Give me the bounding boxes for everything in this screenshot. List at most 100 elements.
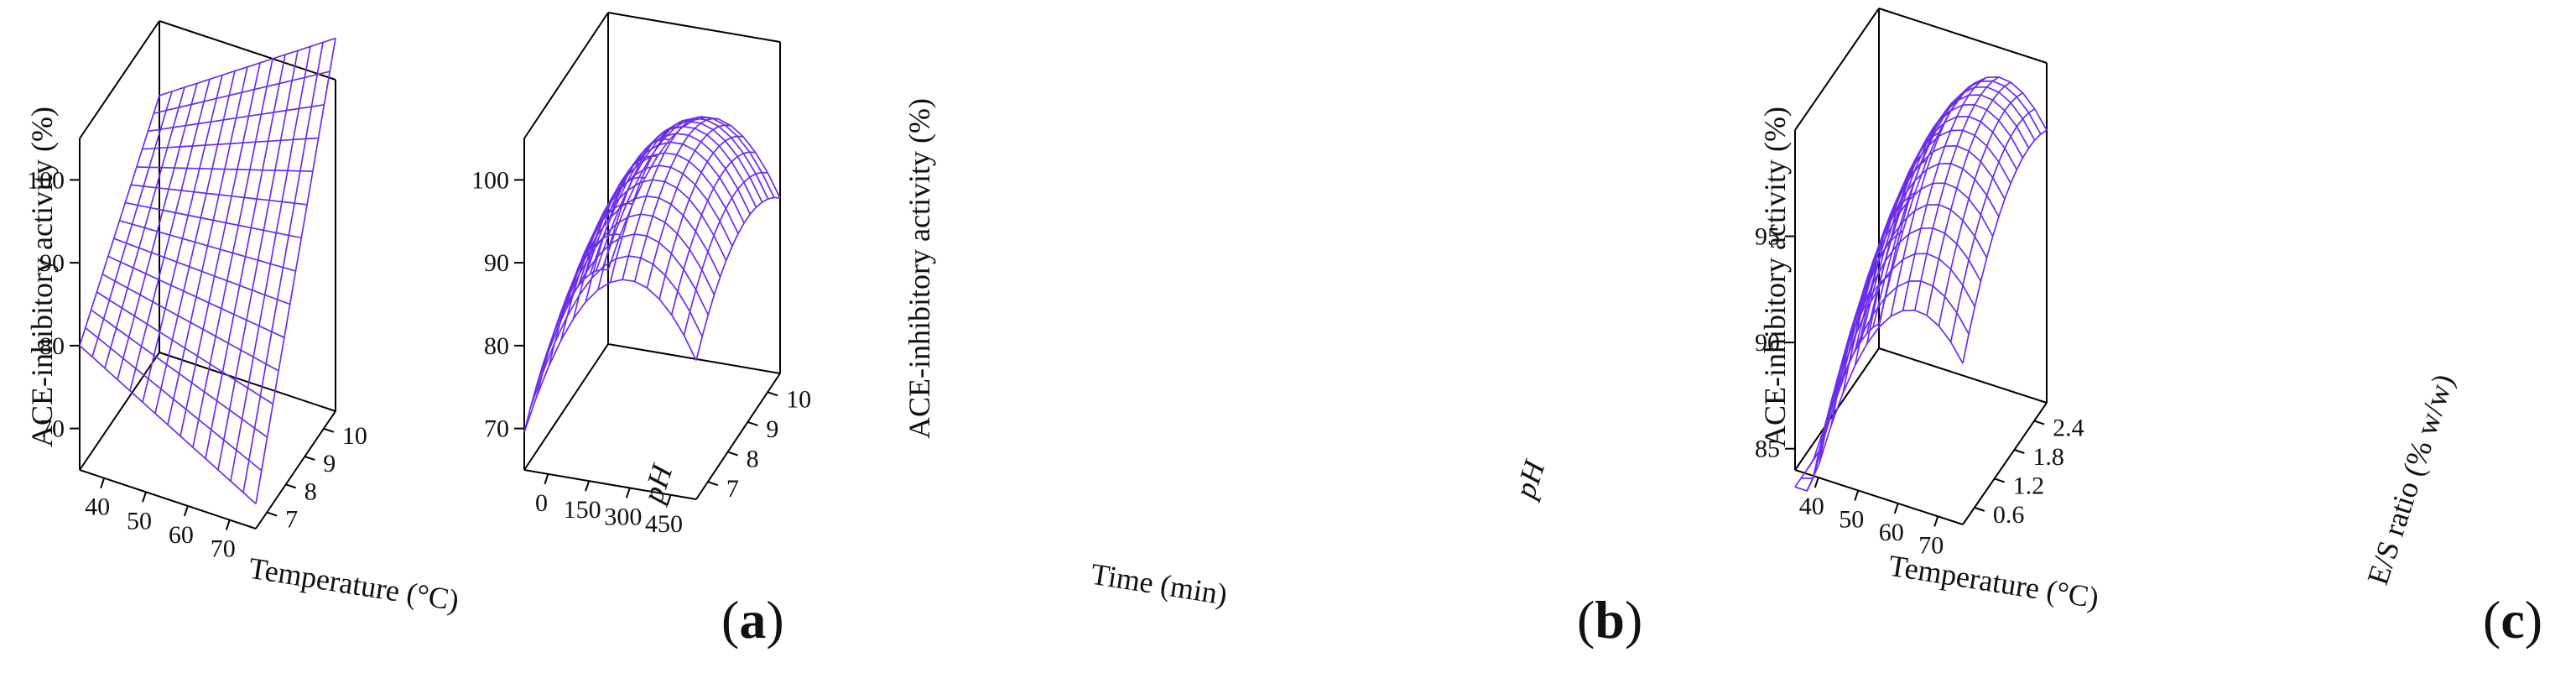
x-tick-mark <box>142 492 147 503</box>
mesh-line-u <box>670 151 756 316</box>
mesh-line-v <box>595 117 769 272</box>
mesh-line-u <box>646 124 731 289</box>
mesh-line-v <box>559 164 733 319</box>
tick-labels: 0 150 300 450 789 10 70 80 90 100 <box>471 166 811 537</box>
x-tick-mark <box>1933 516 1939 527</box>
mesh-line-v <box>565 152 739 306</box>
y-tick-label: 10 <box>786 385 811 413</box>
z-axis-title: ACE-inhibitory activity (%) <box>1758 107 1792 447</box>
y-tick-mark <box>323 427 335 433</box>
box-edge <box>255 410 336 530</box>
mesh-line-u <box>242 42 324 493</box>
axis-box <box>1794 8 2048 525</box>
box-edge <box>79 469 257 530</box>
mesh-line-v <box>125 201 302 239</box>
y-tick-mark <box>1994 477 2005 483</box>
y-tick-mark <box>707 481 719 487</box>
x-tick-label: 40 <box>85 493 110 521</box>
box-edge <box>1794 8 1880 131</box>
box-edge <box>79 20 160 139</box>
mesh-line-u <box>572 154 658 320</box>
surface-mesh <box>523 116 781 433</box>
mesh-line-u <box>205 54 286 459</box>
mesh-line-u <box>1794 322 1880 488</box>
mesh-line-v <box>1860 94 2030 342</box>
mesh-line-u <box>548 202 633 367</box>
x-tick-mark <box>183 505 189 517</box>
x-tick-mark <box>1854 490 1860 501</box>
x-axis-title: Temperature (°C) <box>247 551 461 618</box>
x-tick-mark <box>1814 477 1819 488</box>
mesh-line-u <box>695 196 781 361</box>
z-tick-label: 100 <box>27 166 65 194</box>
z-tick-label: 80 <box>39 332 65 360</box>
mesh-line-u <box>255 38 336 504</box>
z-tick-label: 90 <box>39 249 65 277</box>
x-tick-mark <box>666 494 672 506</box>
y-tick-mark <box>767 391 778 397</box>
x-tick-mark <box>544 473 549 485</box>
mesh-line-v <box>1806 253 1976 470</box>
mesh-line-v <box>1830 163 2000 410</box>
mesh-line-u <box>1914 76 2000 310</box>
surface-mesh <box>1794 76 2048 492</box>
y-tick-mark <box>1974 506 1985 512</box>
tick-labels: 40 50 60 70 0.61.21.82.4 85 90 95 <box>1755 223 2084 560</box>
x-tick-label: 0 <box>535 489 548 517</box>
mesh-line-v <box>119 220 296 272</box>
x-tick-label: 70 <box>1918 531 1944 559</box>
x-tick-label: 60 <box>169 521 194 549</box>
mesh-line-v <box>131 184 308 206</box>
axis-box <box>523 12 781 500</box>
axis-box <box>79 20 336 530</box>
mesh-line-v <box>1848 115 2018 363</box>
mesh-line-v <box>1812 227 1982 462</box>
mesh-line-v <box>601 116 775 270</box>
y-axis-title: pH <box>635 459 679 509</box>
box-edge <box>159 352 336 412</box>
y-tick-label: 8 <box>304 477 317 505</box>
mesh-line-u <box>683 171 768 336</box>
mesh-line-v <box>607 116 781 270</box>
z-tick-label: 85 <box>1755 436 1780 463</box>
mesh-line-v <box>148 104 325 133</box>
x-tick-mark <box>225 519 231 530</box>
y-tick-label: 9 <box>323 450 336 477</box>
x-tick-mark <box>585 480 591 492</box>
mesh-line-v <box>1824 182 1994 430</box>
box-edge <box>523 12 609 139</box>
mesh-line-u <box>180 62 261 436</box>
box-edge <box>607 12 781 43</box>
surface-mesh <box>79 37 336 505</box>
mesh-line-v <box>1878 76 2048 324</box>
mesh-line-u <box>192 58 273 448</box>
x-axis-title: Temperature (°C) <box>1886 549 2101 615</box>
mesh-line-v <box>1818 204 1988 451</box>
box-edge <box>79 352 160 471</box>
x-tick-label: 50 <box>1839 505 1864 533</box>
y-tick-label: 1.2 <box>2013 472 2045 499</box>
x-tick-label: 50 <box>127 507 152 535</box>
mesh-line-v <box>1836 145 2006 393</box>
x-tick-label: 450 <box>645 510 683 538</box>
y-axis-title: pH <box>1507 455 1552 504</box>
z-axis-title: ACE-inhibitory activity (%) <box>25 107 59 447</box>
box-edge <box>695 373 781 500</box>
mesh-line-v <box>1854 103 2024 352</box>
box-edge <box>523 469 697 500</box>
z-tick-label: 90 <box>1755 329 1780 357</box>
y-tick-mark <box>747 420 758 426</box>
mesh-line-u <box>1962 129 2048 364</box>
z-axis-title: ACE-inhibitory activity (%) <box>903 98 936 439</box>
box-edge <box>607 343 781 374</box>
z-tick-label: 70 <box>39 415 65 443</box>
y-tick-mark <box>727 451 738 456</box>
x-tick-label: 70 <box>211 535 236 563</box>
y-tick-mark <box>2033 420 2045 425</box>
y-tick-label: 8 <box>747 446 759 473</box>
y-tick-mark <box>304 456 315 462</box>
x-tick-mark <box>1893 503 1899 514</box>
